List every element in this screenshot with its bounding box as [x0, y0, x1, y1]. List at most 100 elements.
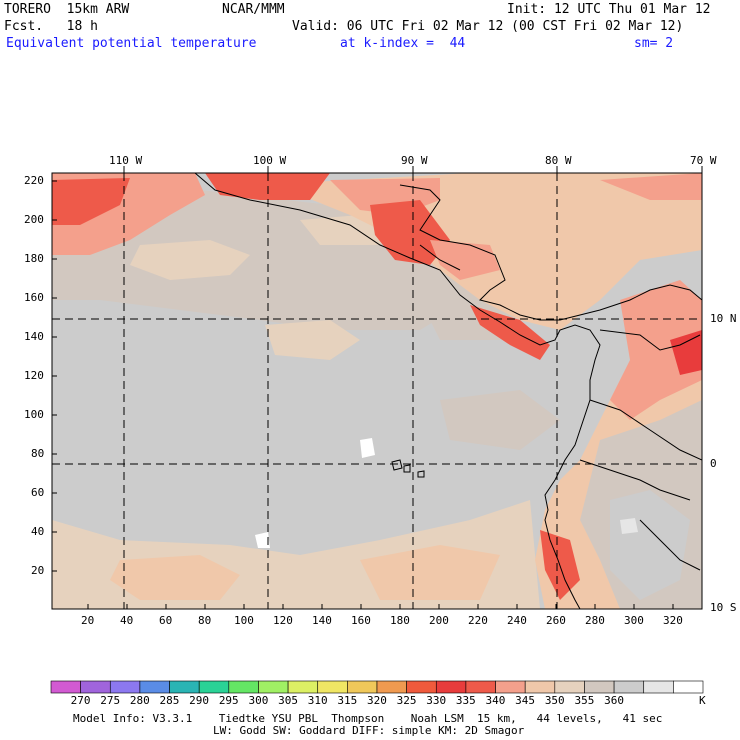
- colombia-red: [670, 330, 702, 375]
- colorbar: [50, 680, 704, 694]
- x-tick-40: 40: [120, 614, 134, 627]
- y-tick-80: 80: [31, 447, 45, 460]
- colorbar-swatch: [287, 680, 319, 694]
- colorbar-label: 360: [604, 694, 624, 707]
- colorbar-swatch: [109, 680, 141, 694]
- x-tick-320: 320: [663, 614, 683, 627]
- colorbar-swatch: [139, 680, 170, 694]
- lon-label-70w: 70 W: [690, 154, 717, 167]
- colorbar-swatch: [406, 680, 437, 694]
- coastlines: [194, 173, 702, 609]
- field-name: Equivalent potential temperature: [6, 36, 257, 51]
- org-name: NCAR/MMM: [222, 2, 285, 17]
- y-tick-100: 100: [24, 408, 44, 421]
- lat-label-10n: 10 N: [710, 312, 737, 325]
- colorbar-swatch: [347, 680, 378, 694]
- x-tick-260: 260: [546, 614, 566, 627]
- guatemala-red: [370, 200, 450, 265]
- y-tick-120: 120: [24, 369, 44, 382]
- map-frame: [51, 172, 703, 610]
- tan-patch-4: [110, 555, 240, 600]
- galapagos-white: [360, 438, 375, 458]
- colorbar-label: 290: [189, 694, 210, 707]
- axis-ticks: [52, 180, 674, 609]
- y-tick-220: 220: [24, 174, 44, 187]
- lon-label-80w: 80 W: [545, 154, 572, 167]
- pacific-coast: [194, 173, 601, 609]
- x-tick-280: 280: [585, 614, 605, 627]
- tan-patch-1: [130, 240, 250, 280]
- speck-white-1: [255, 532, 270, 548]
- brazil-border: [639, 519, 701, 571]
- top-ticks: [123, 166, 703, 173]
- y-tick-160: 160: [24, 291, 44, 304]
- colorbar-swatch: [228, 680, 259, 694]
- galapagos-islands: [391, 459, 425, 478]
- y-tick-60: 60: [31, 486, 45, 499]
- honduras-border: [419, 244, 461, 271]
- x-tick-60: 60: [159, 614, 173, 627]
- land-peach: [195, 173, 702, 609]
- colorbar-label: 270: [70, 694, 91, 707]
- colorbar-label: 340: [485, 694, 506, 707]
- colorbar-swatch: [376, 680, 407, 694]
- colombia-salmon: [610, 280, 702, 420]
- lon-label-100w: 100 W: [253, 154, 287, 167]
- colorbar-label: 310: [307, 694, 328, 707]
- colorbar-label: 335: [455, 694, 476, 707]
- colorbar-swatch: [435, 680, 467, 694]
- lat-label-0: 0: [710, 457, 717, 470]
- colorbar-swatch: [613, 680, 645, 694]
- colorbar-label: 300: [248, 694, 269, 707]
- colorbar-swatch: [258, 680, 289, 694]
- physics-info: LW: Godd SW: Goddard DIFF: simple KM: 2D…: [213, 724, 525, 737]
- colorbar-swatch: [643, 680, 674, 694]
- x-tick-120: 120: [273, 614, 293, 627]
- colorbar-swatch: [554, 680, 585, 694]
- y-tick-200: 200: [24, 213, 44, 226]
- tan-patch-7: [440, 390, 560, 450]
- colorbar-label: 275: [100, 694, 121, 707]
- colorbar-label: 325: [396, 694, 417, 707]
- colorbar-swatch: [524, 680, 556, 694]
- tan-patch-5: [360, 545, 500, 600]
- lat-lon-grid: [52, 173, 702, 609]
- x-tick-180: 180: [390, 614, 410, 627]
- x-tick-200: 200: [429, 614, 449, 627]
- colorbar-label: 320: [367, 694, 387, 707]
- colorbar-swatch: [495, 680, 526, 694]
- x-tick-300: 300: [624, 614, 644, 627]
- lon-label-110w: 110 W: [109, 154, 143, 167]
- colorbar-label: 345: [515, 694, 536, 707]
- tan-patch-2: [265, 320, 360, 360]
- x-tick-140: 140: [312, 614, 332, 627]
- venezuela-border: [599, 329, 701, 351]
- colorbar-swatch: [80, 680, 111, 694]
- field-shading: [52, 173, 702, 609]
- x-tick-100: 100: [234, 614, 254, 627]
- colorbar-label: 350: [544, 694, 565, 707]
- init-time: Init: 12 UTC Thu 01 Mar 12: [507, 2, 711, 17]
- amazon-grey: [610, 490, 690, 600]
- colorbar-swatch: [584, 680, 615, 694]
- valid-time: Valid: 06 UTC Fri 02 Mar 12 (00 CST Fri …: [292, 19, 684, 34]
- costa-rica-red: [470, 305, 550, 360]
- x-tick-20: 20: [81, 614, 95, 627]
- ecuador-border: [589, 399, 702, 461]
- warm-nw-red: [52, 178, 130, 225]
- colorbar-label: K: [699, 694, 706, 707]
- colorbar-label: 295: [218, 694, 239, 707]
- colorbar-label: 280: [129, 694, 150, 707]
- colorbar-swatch: [169, 680, 200, 694]
- x-tick-80: 80: [198, 614, 212, 627]
- colorbar-swatch: [50, 680, 81, 694]
- level-info: at k-index = 44: [340, 36, 466, 51]
- colorbar-label: 330: [426, 694, 447, 707]
- x-tick-160: 160: [351, 614, 371, 627]
- colorbar-label: 315: [337, 694, 358, 707]
- smoothing-info: sm= 2: [634, 36, 674, 51]
- model-name: TORERO 15km ARW: [4, 2, 130, 17]
- x-tick-220: 220: [468, 614, 488, 627]
- colorbar-label: 285: [159, 694, 180, 707]
